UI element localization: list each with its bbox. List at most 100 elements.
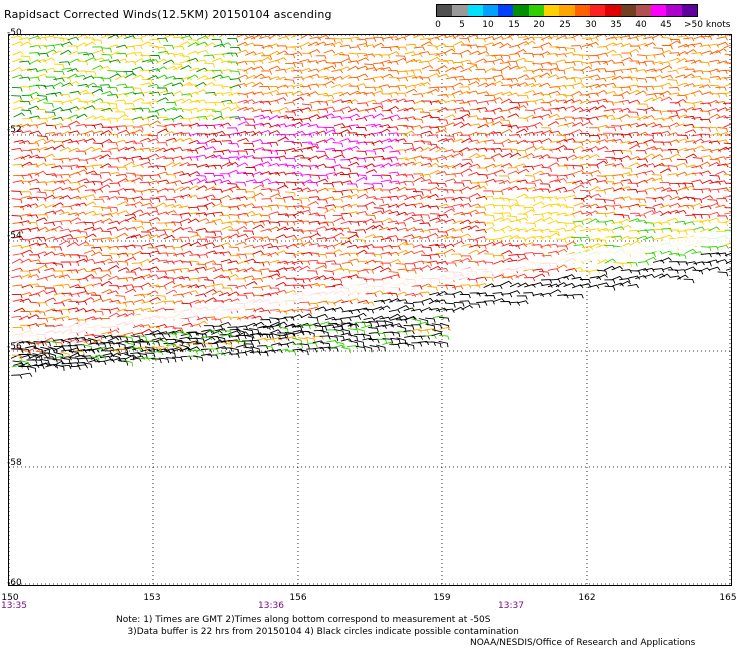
wind-barb-icon [219, 134, 231, 139]
wind-barb-icon [108, 158, 120, 163]
wind-barb-icon [397, 117, 409, 122]
wind-barb-icon [67, 140, 80, 145]
wind-barb-icon [132, 209, 144, 215]
wind-barb-icon [699, 118, 712, 124]
wind-barb-icon [243, 155, 256, 160]
wind-barb-icon [251, 278, 264, 283]
wind-barb-icon [259, 85, 271, 91]
wind-barb-icon [227, 61, 239, 66]
wind-barb-icon [618, 90, 631, 97]
wind-barb-icon [547, 157, 559, 163]
wind-barb-icon [95, 343, 107, 348]
wind-barb-icon [515, 243, 527, 248]
time-label: 13:37 [498, 601, 524, 611]
wind-barb-icon [683, 205, 695, 210]
wind-barb-icon [75, 258, 88, 263]
time-label: 13:35 [1, 601, 27, 611]
wind-barb-icon [579, 163, 591, 168]
wind-barb-icon [211, 230, 223, 236]
wind-barb-icon [196, 49, 209, 54]
wind-barb-icon [284, 123, 297, 128]
wind-barb-icon [33, 347, 44, 354]
wind-barb-icon [29, 97, 41, 102]
wind-barb-icon [52, 262, 64, 269]
wind-barb-icon [11, 258, 24, 264]
wind-barb-icon [724, 76, 731, 79]
wind-barb-icon [589, 243, 602, 249]
wind-barb-icon [437, 214, 449, 219]
wind-barb-icon [363, 92, 375, 97]
wind-barb-icon [187, 91, 199, 97]
wind-barb-icon [29, 242, 41, 247]
wind-barb-icon [541, 216, 554, 222]
wind-barb-icon [475, 68, 487, 74]
wind-barb-icon [363, 218, 375, 224]
wind-barb-icon [356, 165, 368, 170]
wind-barb-icon [59, 179, 71, 184]
wind-barb-icon [620, 123, 632, 128]
wind-barb-icon [404, 51, 417, 56]
wind-barb-icon [459, 219, 472, 225]
wind-barb-icon [107, 290, 119, 295]
wind-barb-icon [293, 130, 306, 136]
wind-barb-icon [636, 179, 648, 185]
wind-barb-icon [445, 262, 457, 267]
wind-barb-icon [251, 269, 263, 276]
wind-barb-icon [189, 254, 201, 259]
wind-barb-icon [171, 221, 183, 227]
wind-barb-icon [95, 334, 107, 339]
wind-barb-icon [155, 294, 167, 301]
wind-barb-icon [274, 197, 286, 203]
wind-barb-icon [116, 83, 128, 88]
wind-barb-icon [252, 192, 264, 198]
wind-barb-icon [499, 180, 511, 185]
wind-barb-icon [612, 182, 624, 187]
wind-barb-icon [372, 235, 385, 241]
wind-barb-icon [428, 186, 440, 192]
wind-barb-icon [596, 175, 608, 181]
wind-barb-icon [395, 181, 407, 186]
wind-barb-icon [292, 96, 305, 102]
wind-barb-icon [621, 57, 633, 62]
wind-barb-icon [403, 35, 416, 39]
wind-barb-icon [507, 148, 519, 154]
wind-barb-icon [557, 156, 569, 161]
wind-barb-icon [438, 340, 449, 348]
wind-barb-icon [243, 346, 254, 353]
wind-barb-icon [651, 69, 663, 74]
wind-barb-icon [83, 146, 96, 152]
wind-barb-icon [245, 322, 258, 327]
wind-barb-icon [140, 348, 152, 353]
wind-barb-icon [492, 35, 505, 41]
wind-barb-icon [644, 187, 656, 192]
wind-barb-icon [355, 312, 367, 318]
wind-barb-icon [36, 262, 48, 268]
wind-barb-icon [373, 155, 385, 161]
wind-barb-icon [253, 184, 265, 190]
wind-barb-icon [717, 221, 729, 227]
wind-barb-icon [76, 300, 88, 306]
wind-barb-icon [652, 259, 665, 264]
wind-barb-icon [211, 330, 223, 335]
wind-barb-icon [499, 217, 512, 222]
wind-barb-icon [571, 99, 583, 104]
wind-barb-icon [149, 147, 162, 152]
wind-barb-icon [69, 284, 82, 289]
wind-barb-icon [645, 93, 657, 98]
wind-barb-icon [203, 279, 215, 285]
wind-barb-icon [165, 289, 178, 295]
wind-barb-icon [45, 290, 58, 295]
wind-barb-icon [509, 53, 521, 58]
wind-barb-icon [658, 273, 671, 279]
wind-barb-icon [67, 237, 79, 243]
wind-barb-icon [627, 84, 640, 89]
wind-barb-icon [628, 162, 641, 168]
wind-barb-icon [188, 346, 201, 351]
wind-barb-icon [227, 169, 240, 175]
wind-barb-icon [411, 267, 423, 272]
wind-barb-icon [517, 282, 529, 288]
wind-barb-icon [709, 132, 722, 137]
wind-barb-icon [339, 174, 351, 179]
wind-barb-icon [587, 37, 599, 42]
wind-barb-icon [716, 76, 728, 81]
